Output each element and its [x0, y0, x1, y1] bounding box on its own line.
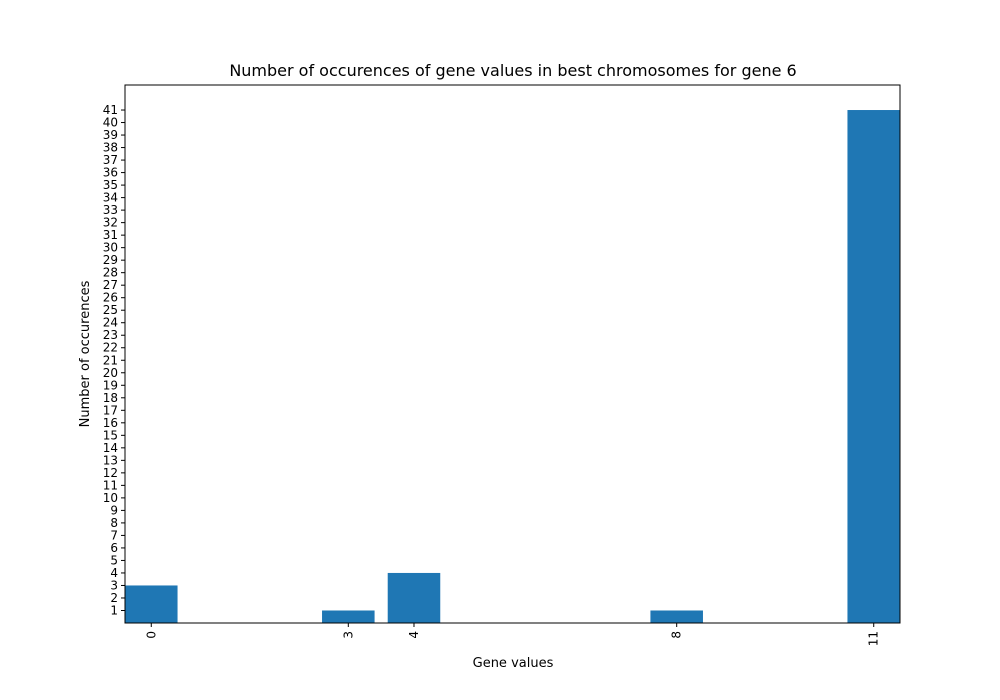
y-tick-label: 41: [103, 103, 118, 117]
y-tick-label: 12: [103, 466, 118, 480]
y-tick-label: 27: [103, 278, 118, 292]
y-tick-label: 29: [103, 253, 118, 267]
y-tick-label: 18: [103, 391, 118, 405]
plot-frame: [124, 84, 901, 624]
y-axis-ticks: 1234567891011121314151617181920212223242…: [103, 103, 125, 617]
y-tick-label: 15: [103, 428, 118, 442]
y-tick-label: 8: [110, 516, 118, 530]
bar-8: [650, 610, 703, 623]
y-tick-label: 28: [103, 266, 118, 280]
y-tick-label: 25: [103, 303, 118, 317]
x-tick-label: 3: [341, 631, 355, 639]
y-tick-label: 5: [110, 553, 118, 567]
x-tick-label: 4: [407, 631, 421, 639]
y-tick-label: 23: [103, 328, 118, 342]
bar-3: [322, 610, 375, 623]
y-tick-label: 31: [103, 228, 118, 242]
y-tick-label: 10: [103, 491, 118, 505]
y-tick-label: 3: [110, 578, 118, 592]
y-tick-label: 16: [103, 416, 118, 430]
y-tick-label: 22: [103, 341, 118, 355]
y-tick-label: 36: [103, 166, 118, 180]
y-tick-label: 17: [103, 403, 118, 417]
x-tick-label: 0: [144, 631, 158, 639]
y-tick-label: 30: [103, 241, 118, 255]
y-tick-label: 9: [110, 503, 118, 517]
y-tick-label: 11: [103, 478, 118, 492]
bar-11: [847, 110, 900, 623]
x-tick-label: 8: [670, 631, 684, 639]
y-tick-label: 20: [103, 366, 118, 380]
y-tick-label: 4: [110, 566, 118, 580]
y-tick-label: 40: [103, 116, 118, 130]
y-tick-label: 39: [103, 128, 118, 142]
x-axis-ticks: 0 3 4 8 11: [144, 623, 881, 646]
y-tick-label: 33: [103, 203, 118, 217]
y-tick-label: 35: [103, 178, 118, 192]
y-axis-label: Number of occurences: [78, 280, 93, 427]
y-tick-label: 6: [110, 541, 118, 555]
y-tick-label: 24: [103, 316, 118, 330]
bar-4: [387, 572, 441, 623]
x-tick-label: 11: [867, 631, 881, 646]
y-tick-label: 7: [110, 528, 118, 542]
bar-0: [125, 585, 178, 623]
y-tick-label: 2: [110, 591, 118, 605]
y-tick-label: 26: [103, 291, 118, 305]
y-tick-label: 37: [103, 153, 118, 167]
y-tick-label: 34: [103, 191, 118, 205]
bars-group: [125, 110, 900, 623]
chart-title: Number of occurences of gene values in b…: [229, 61, 796, 80]
y-tick-label: 21: [103, 353, 118, 367]
y-tick-label: 19: [103, 378, 118, 392]
y-tick-label: 13: [103, 453, 118, 467]
y-tick-label: 1: [110, 603, 118, 617]
y-tick-label: 38: [103, 141, 118, 155]
x-axis-label: Gene values: [473, 656, 554, 671]
y-tick-label: 14: [103, 441, 118, 455]
y-tick-label: 32: [103, 216, 118, 230]
